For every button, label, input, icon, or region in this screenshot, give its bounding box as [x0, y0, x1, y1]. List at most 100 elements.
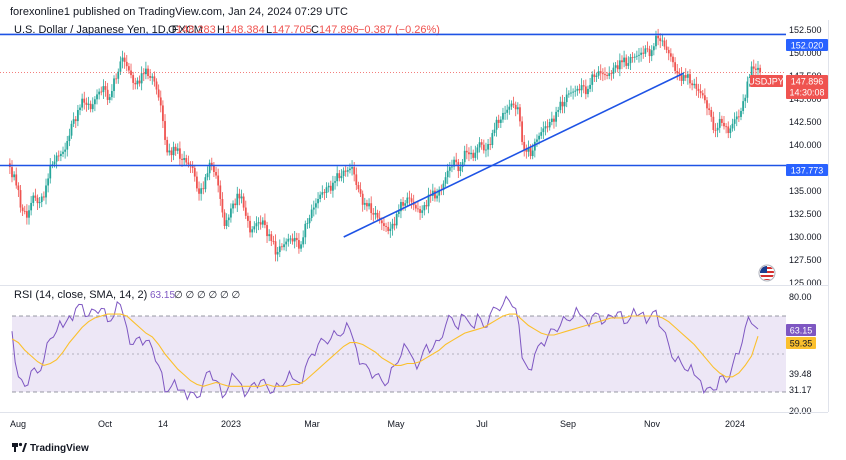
price-tick-label: 152.500: [789, 25, 822, 35]
rsi-sma-tag: 59.35: [786, 337, 816, 349]
rsi-value-tag: 63.15: [786, 324, 816, 336]
candle: [544, 118, 551, 136]
price-tick-label: 135.000: [789, 186, 822, 196]
candle: [257, 215, 264, 231]
svg-text:L: L: [266, 24, 272, 36]
rsi-plot-area[interactable]: [12, 315, 786, 393]
candle: [519, 104, 526, 157]
candle: [104, 81, 111, 105]
candle: [423, 187, 430, 216]
candle: [646, 41, 653, 63]
candle: [614, 53, 621, 77]
candle: [72, 104, 79, 128]
candle: [659, 33, 666, 50]
price-tick-label: 132.500: [789, 209, 822, 219]
candle: [289, 231, 296, 249]
candle: [283, 233, 290, 252]
candle: [213, 162, 220, 193]
candle: [729, 112, 736, 139]
candle: [710, 106, 717, 138]
candle: [640, 45, 647, 62]
candle: [461, 143, 468, 173]
price-tick-label: 140.000: [789, 140, 822, 150]
candle: [723, 116, 730, 139]
rsi-line: [11, 295, 759, 401]
candle: [742, 76, 749, 115]
candle: [557, 94, 564, 117]
time-tick-label: 14: [158, 419, 168, 429]
candle: [59, 142, 67, 162]
candle: [570, 85, 577, 100]
symbol-badge-label: USDJPY: [748, 77, 784, 87]
candle: [193, 164, 200, 201]
us-flag-icon[interactable]: [758, 264, 776, 282]
price-tick-label: 127.500: [789, 255, 822, 265]
candle: [79, 91, 86, 116]
candle: [691, 76, 698, 96]
candle: [468, 145, 475, 162]
candle: [308, 200, 315, 229]
candle: [162, 100, 169, 156]
candle: [442, 163, 449, 196]
candle: [601, 67, 608, 82]
candle: [270, 231, 277, 262]
candle: [117, 50, 124, 84]
price-tick-label: 142.500: [789, 117, 822, 127]
candle: [85, 96, 92, 113]
rsi-series: [11, 295, 759, 401]
candle: [232, 186, 239, 214]
rsi-axis[interactable]: 80.00 39.48 31.17 20.00: [789, 292, 812, 416]
candle: [340, 165, 347, 183]
rsi-tick-label: 39.48: [789, 369, 812, 379]
candle: [499, 105, 506, 128]
candle: [155, 78, 162, 113]
candle: [327, 175, 334, 198]
candle: [110, 73, 118, 101]
candle: [142, 61, 149, 82]
resistance-price-label: 152.020: [791, 41, 824, 51]
candle: [130, 63, 137, 90]
rsi-tick-label: 31.17: [789, 385, 812, 395]
time-tick-label: Jul: [476, 419, 488, 429]
candle: [149, 69, 156, 87]
rsi-sma-label: 59.35: [790, 339, 813, 349]
candle: [493, 114, 500, 137]
candle: [672, 53, 679, 81]
candle: [40, 178, 47, 208]
support-price-label: 137.773: [791, 166, 824, 176]
time-axis[interactable]: Aug Oct 14 2023 Mar May Jul Sep Nov 2024: [10, 419, 745, 429]
candle: [34, 188, 41, 211]
tradingview-logo-icon: [12, 442, 27, 452]
footer-brand: TradingView: [30, 443, 89, 454]
ohlc-low: 147.705: [272, 24, 312, 36]
trendline[interactable]: [343, 72, 684, 238]
candle: [21, 204, 28, 225]
rsi-tick-label: 20.00: [789, 406, 812, 416]
time-tick-label: 2024: [725, 419, 745, 429]
candle: [716, 112, 723, 138]
candle: [238, 188, 245, 211]
last-price-tag: 147.896 14:30:08: [786, 75, 828, 99]
candle: [487, 129, 494, 157]
candle: [512, 96, 519, 117]
candle: [506, 99, 513, 120]
candle: [417, 201, 424, 220]
candle: [295, 232, 302, 254]
candle: [244, 200, 251, 238]
time-tick-label: Oct: [98, 419, 113, 429]
candle: [563, 87, 570, 114]
candle: [474, 137, 481, 162]
candle: [576, 78, 583, 98]
candle: [15, 167, 22, 213]
countdown-label: 14:30:08: [789, 88, 824, 98]
candle: [174, 141, 181, 166]
candle: [276, 239, 283, 262]
candle: [550, 106, 557, 129]
candle: [366, 196, 373, 220]
candle: [633, 47, 640, 63]
candle: [321, 182, 328, 200]
candle: [334, 166, 341, 190]
main-chart-title: U.S. Dollar / Japanese Yen, 1D, FXCM: [14, 24, 203, 36]
price-tick-label: 150.000: [789, 48, 822, 58]
